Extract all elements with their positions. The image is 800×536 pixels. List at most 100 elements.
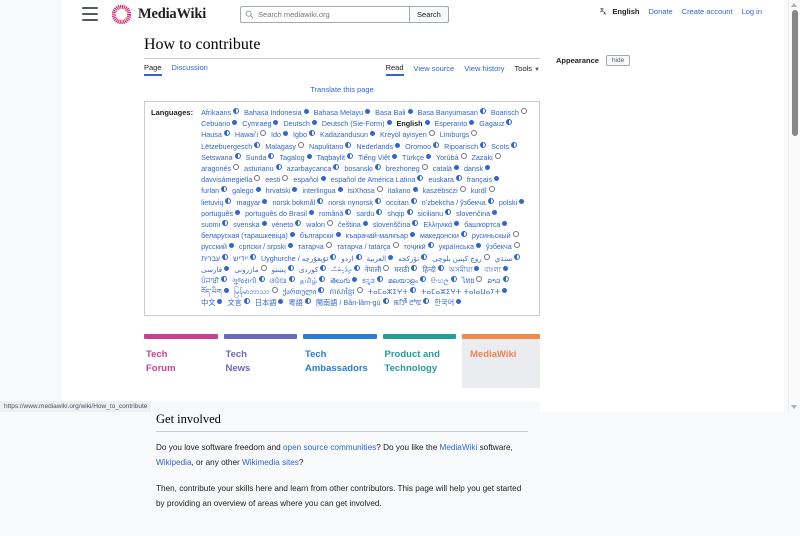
language-link[interactable]: Cebuano (201, 118, 238, 129)
language-link[interactable]: slovenščina (373, 219, 419, 230)
language-link[interactable]: 中文 (201, 297, 223, 308)
language-link[interactable]: ދިވެހިބަސް (331, 264, 360, 275)
language-link[interactable]: español (293, 174, 326, 185)
language-link[interactable]: occitan (386, 197, 417, 208)
language-link[interactable]: dansk (464, 163, 491, 174)
language-link[interactable]: къарачай-малкъар (346, 230, 415, 241)
language-link[interactable]: Basa Banyumasan (418, 107, 486, 118)
language-link[interactable]: русиньскый (472, 230, 519, 241)
language-link[interactable]: português do Brasil (245, 208, 314, 219)
language-link[interactable]: ⵜⴰⵎⴰⵣⵉⵖⵜ (368, 286, 416, 297)
inline-link[interactable]: Wikimedia sites (242, 457, 299, 467)
language-link[interactable]: मराठी (394, 264, 418, 275)
language-link[interactable]: isiXhosa (348, 185, 383, 196)
language-link[interactable]: עברית (201, 253, 229, 264)
language-link[interactable]: Tiếng Việt (358, 152, 397, 163)
language-link[interactable]: български (300, 230, 341, 241)
language-link[interactable]: සිංහල (431, 275, 457, 286)
language-link[interactable]: español de América Latina (331, 174, 424, 185)
inline-link[interactable]: open source communities (282, 442, 377, 452)
language-link[interactable]: português (201, 208, 241, 219)
language-link[interactable]: Igbo (293, 129, 316, 140)
language-link[interactable]: eesti (265, 174, 289, 185)
language-link[interactable]: українська (439, 241, 482, 252)
search-box[interactable] (240, 5, 411, 23)
language-link[interactable]: ไทย (462, 275, 483, 286)
language-link[interactable]: اردو (341, 253, 362, 264)
language-link[interactable]: italiano (388, 185, 418, 196)
language-link[interactable]: shqip (387, 208, 413, 219)
language-link[interactable]: ქართული (283, 286, 325, 297)
language-link[interactable]: aragonés (201, 163, 240, 174)
language-link[interactable]: Ripoarisch (444, 141, 487, 152)
language-link[interactable]: français (467, 174, 500, 185)
language-link[interactable]: татарча / tatarça (337, 241, 399, 252)
login-link[interactable]: Log in (741, 7, 762, 16)
language-link[interactable]: ⵜⴰⵎⴰⵣⵉⵖⵜ ⵜⴰⵏⴰⵡⴰⵢⵜ (421, 286, 508, 297)
language-link[interactable]: Boarisch (491, 107, 527, 118)
hamburger-icon[interactable] (82, 5, 98, 23)
appearance-hide-button[interactable]: hide (605, 55, 631, 66)
create-account-link[interactable]: Create account (681, 7, 733, 16)
portal-card[interactable]: Product and Technology (382, 333, 456, 388)
language-link[interactable]: Deutsch (Sie-Form) (322, 118, 392, 129)
language-link[interactable]: čeština (338, 219, 368, 230)
language-link[interactable]: azərbaycanca (287, 163, 340, 174)
language-link[interactable]: Ελληνικά (423, 219, 460, 230)
language-link[interactable]: brezhoneg (386, 163, 428, 174)
language-link[interactable]: English (397, 118, 430, 129)
tab-discussion[interactable]: Discussion (171, 63, 208, 72)
language-link[interactable]: русский (201, 241, 234, 252)
language-link[interactable]: hrvatski (266, 185, 298, 196)
language-link[interactable]: Malagasy (265, 141, 305, 152)
language-link[interactable]: Setswana (201, 152, 241, 163)
search-button[interactable]: Search (410, 5, 449, 23)
language-selector[interactable]: 文 A English (600, 7, 639, 16)
language-link[interactable]: Hawaiʻi (235, 129, 267, 140)
language-link[interactable]: ਪੰਜਾਬੀ (201, 275, 228, 286)
language-link[interactable]: മലയാളം (388, 275, 426, 286)
language-link[interactable]: Hausa (201, 129, 230, 140)
language-link[interactable]: Lëtzebuergesch (201, 141, 261, 152)
language-link[interactable]: Türkçe (402, 152, 431, 163)
language-link[interactable]: euskara (428, 174, 462, 185)
language-link[interactable]: српски / srpski (239, 241, 293, 252)
language-link[interactable]: suomi (201, 219, 229, 230)
scroll-up-arrow-icon[interactable] (791, 3, 797, 7)
language-link[interactable]: Scots (491, 141, 518, 152)
language-link[interactable]: தமிழ் (300, 275, 326, 286)
language-link[interactable]: کوردی (299, 264, 327, 275)
language-link[interactable]: oʻzbekcha / ўзбекча (422, 197, 494, 208)
page-scrollbar[interactable] (788, 0, 800, 412)
language-link[interactable]: sicilianu (418, 208, 452, 219)
language-link[interactable]: Kreyòl ayisyen (380, 129, 435, 140)
language-link[interactable]: Tagalog (279, 152, 312, 163)
language-link[interactable]: ꯃꯤꯇꯩ ꯂꯣꯟ (394, 297, 430, 308)
language-link[interactable]: ଓଡ଼ିଆ (270, 275, 295, 286)
inline-link[interactable]: MediaWiki (439, 442, 478, 452)
language-link[interactable]: 粵語 (288, 297, 311, 308)
language-link[interactable]: Nederlands (356, 141, 401, 152)
language-link[interactable]: Limburgs (440, 129, 478, 140)
language-link[interactable]: тоҷикӣ (404, 241, 434, 252)
language-link[interactable]: norsk nynorsk (328, 197, 381, 208)
tab-view-source[interactable]: View source (413, 64, 455, 73)
language-link[interactable]: Cymraeg (242, 118, 279, 129)
language-link[interactable]: Oromoo (405, 141, 440, 152)
language-link[interactable]: català (433, 163, 459, 174)
language-link[interactable]: беларуская (тарашкевіца) (201, 230, 295, 241)
language-link[interactable]: پښتو (272, 264, 294, 275)
language-link[interactable]: Bahasa Melayu (314, 107, 371, 118)
language-link[interactable]: magyar (236, 197, 268, 208)
language-link[interactable]: lietuvių (201, 197, 232, 208)
language-link[interactable]: galego (232, 185, 261, 196)
language-link[interactable]: Yorùbá (436, 152, 467, 163)
language-link[interactable]: Zazaki (472, 152, 501, 163)
tab-page[interactable]: Page (144, 63, 162, 76)
language-link[interactable]: Napulitano (309, 141, 352, 152)
scroll-down-arrow-icon[interactable] (791, 405, 797, 409)
portal-card[interactable]: Tech Ambassadors (303, 333, 377, 388)
language-link[interactable]: svenska (233, 219, 267, 230)
language-link[interactable]: 閩南語 / Bân-lâm-gú (316, 297, 389, 308)
language-link[interactable]: 한국어 (434, 297, 462, 308)
